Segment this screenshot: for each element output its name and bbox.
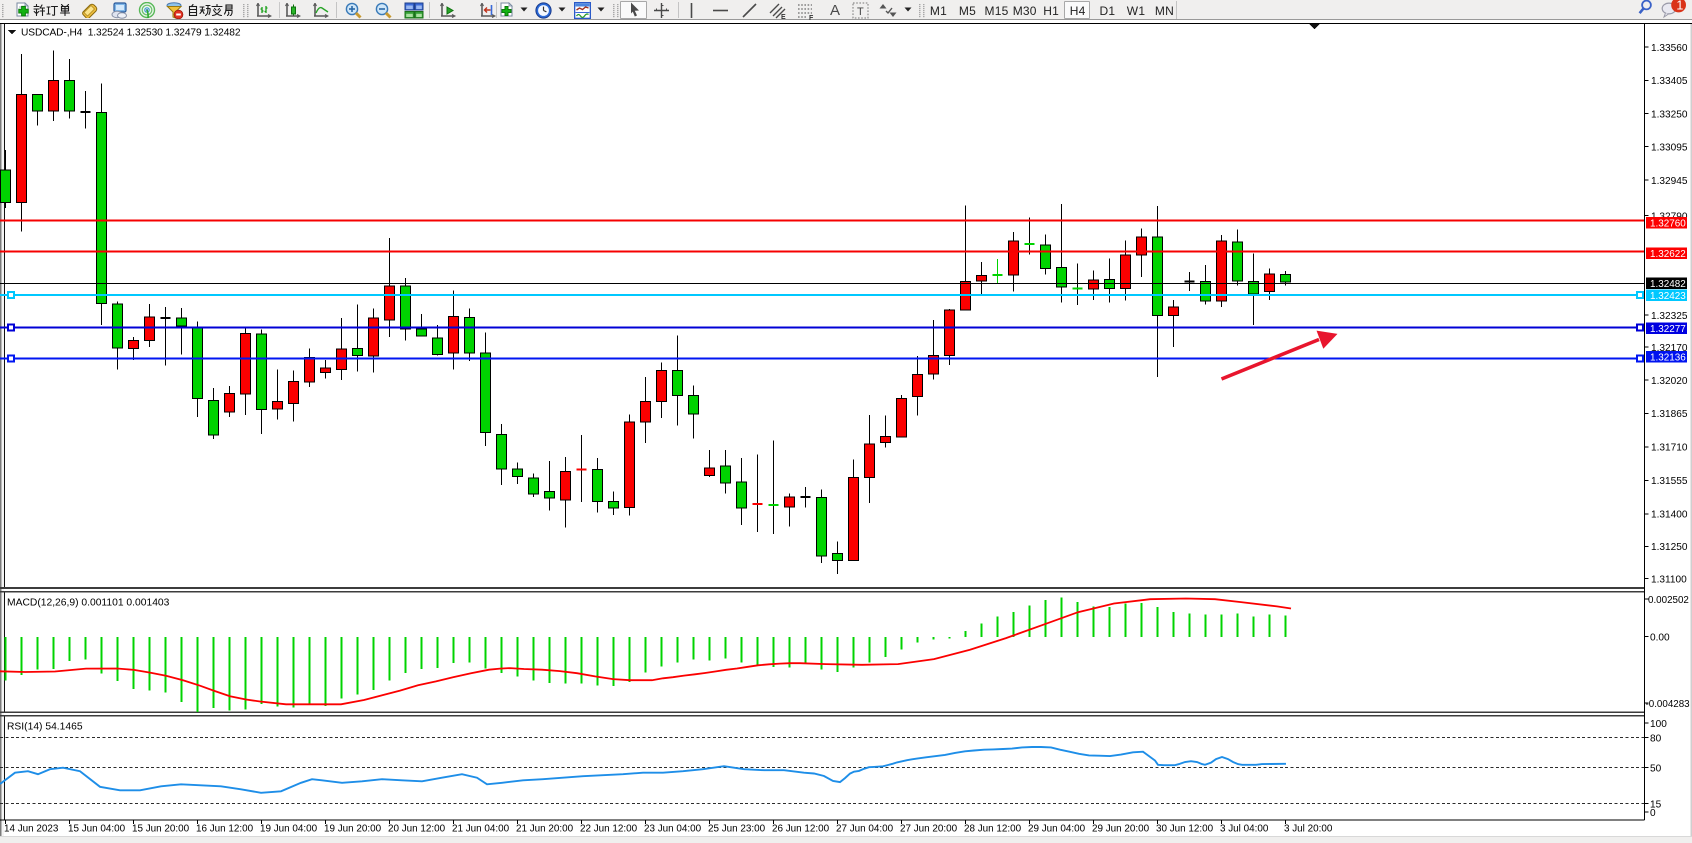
svg-text:21 Jun 04:00: 21 Jun 04:00 — [452, 823, 510, 834]
svg-text:30 Jun 12:00: 30 Jun 12:00 — [1156, 823, 1214, 834]
svg-text:1.32945: 1.32945 — [1651, 176, 1688, 187]
svg-text:1.33250: 1.33250 — [1651, 109, 1688, 120]
svg-text:1.31555: 1.31555 — [1651, 476, 1688, 487]
svg-text:16 Jun 12:00: 16 Jun 12:00 — [196, 823, 254, 834]
svg-text:15 Jun 20:00: 15 Jun 20:00 — [132, 823, 190, 834]
svg-text:1.32423: 1.32423 — [1650, 291, 1686, 302]
svg-text:1.32170: 1.32170 — [1651, 343, 1688, 354]
svg-text:1.33405: 1.33405 — [1651, 76, 1688, 87]
svg-text:0.002502: 0.002502 — [1648, 595, 1689, 606]
svg-text:29 Jun 20:00: 29 Jun 20:00 — [1092, 823, 1150, 834]
svg-text:27 Jun 04:00: 27 Jun 04:00 — [836, 823, 894, 834]
svg-text:E: E — [781, 14, 786, 20]
svg-text:1.33095: 1.33095 — [1651, 143, 1688, 154]
svg-text:1.32020: 1.32020 — [1651, 376, 1688, 387]
svg-text:14 Jun 2023: 14 Jun 2023 — [4, 823, 59, 834]
svg-text:3 Jul 20:00: 3 Jul 20:00 — [1284, 823, 1333, 834]
svg-text:3 Jul 04:00: 3 Jul 04:00 — [1220, 823, 1269, 834]
svg-text:28 Jun 12:00: 28 Jun 12:00 — [964, 823, 1022, 834]
svg-text:21 Jun 20:00: 21 Jun 20:00 — [516, 823, 574, 834]
svg-text:1.32277: 1.32277 — [1650, 324, 1686, 335]
svg-text:F: F — [809, 15, 814, 20]
svg-text:26 Jun 12:00: 26 Jun 12:00 — [772, 823, 830, 834]
svg-text:1.32482: 1.32482 — [1650, 279, 1686, 290]
svg-text:1.31400: 1.31400 — [1651, 510, 1688, 521]
svg-text:20 Jun 12:00: 20 Jun 12:00 — [388, 823, 446, 834]
svg-text:0.00: 0.00 — [1650, 632, 1670, 643]
svg-text:USDCAD-,H4 1.32524 1.32530 1.: USDCAD-,H4 1.32524 1.32530 1.32479 1.324… — [21, 28, 241, 39]
svg-text:50: 50 — [1650, 763, 1662, 774]
svg-text:15: 15 — [1650, 799, 1662, 810]
svg-text:1.32136: 1.32136 — [1650, 353, 1686, 364]
svg-text:19 Jun 04:00: 19 Jun 04:00 — [260, 823, 318, 834]
svg-text:100: 100 — [1650, 719, 1667, 730]
svg-text:22 Jun 12:00: 22 Jun 12:00 — [580, 823, 638, 834]
svg-text:1.33560: 1.33560 — [1651, 43, 1688, 54]
svg-text:1.32760: 1.32760 — [1650, 219, 1686, 230]
svg-text:27 Jun 20:00: 27 Jun 20:00 — [900, 823, 958, 834]
svg-text:MACD(12,26,9) 0.001101 0.00140: MACD(12,26,9) 0.001101 0.001403 — [7, 598, 170, 609]
svg-text:RSI(14) 54.1465: RSI(14) 54.1465 — [7, 722, 83, 733]
svg-text:1: 1 — [1676, 0, 1683, 13]
svg-text:1.31710: 1.31710 — [1651, 443, 1688, 454]
svg-text:1.31100: 1.31100 — [1651, 575, 1687, 586]
svg-text:25 Jun 23:00: 25 Jun 23:00 — [708, 823, 766, 834]
svg-text:80: 80 — [1650, 733, 1662, 744]
svg-text:T: T — [857, 6, 864, 18]
svg-text:-0.004283: -0.004283 — [1646, 699, 1691, 710]
svg-text:0: 0 — [1650, 808, 1656, 819]
svg-text:1.32325: 1.32325 — [1651, 311, 1688, 322]
svg-text:1.32790: 1.32790 — [1651, 211, 1688, 222]
svg-text:1.32622: 1.32622 — [1650, 249, 1686, 260]
svg-text:1.31865: 1.31865 — [1651, 409, 1688, 420]
svg-text:29 Jun 04:00: 29 Jun 04:00 — [1028, 823, 1086, 834]
svg-text:19 Jun 20:00: 19 Jun 20:00 — [324, 823, 382, 834]
svg-text:23 Jun 04:00: 23 Jun 04:00 — [644, 823, 702, 834]
svg-text:1.31250: 1.31250 — [1651, 542, 1688, 553]
svg-text:15 Jun 04:00: 15 Jun 04:00 — [68, 823, 126, 834]
